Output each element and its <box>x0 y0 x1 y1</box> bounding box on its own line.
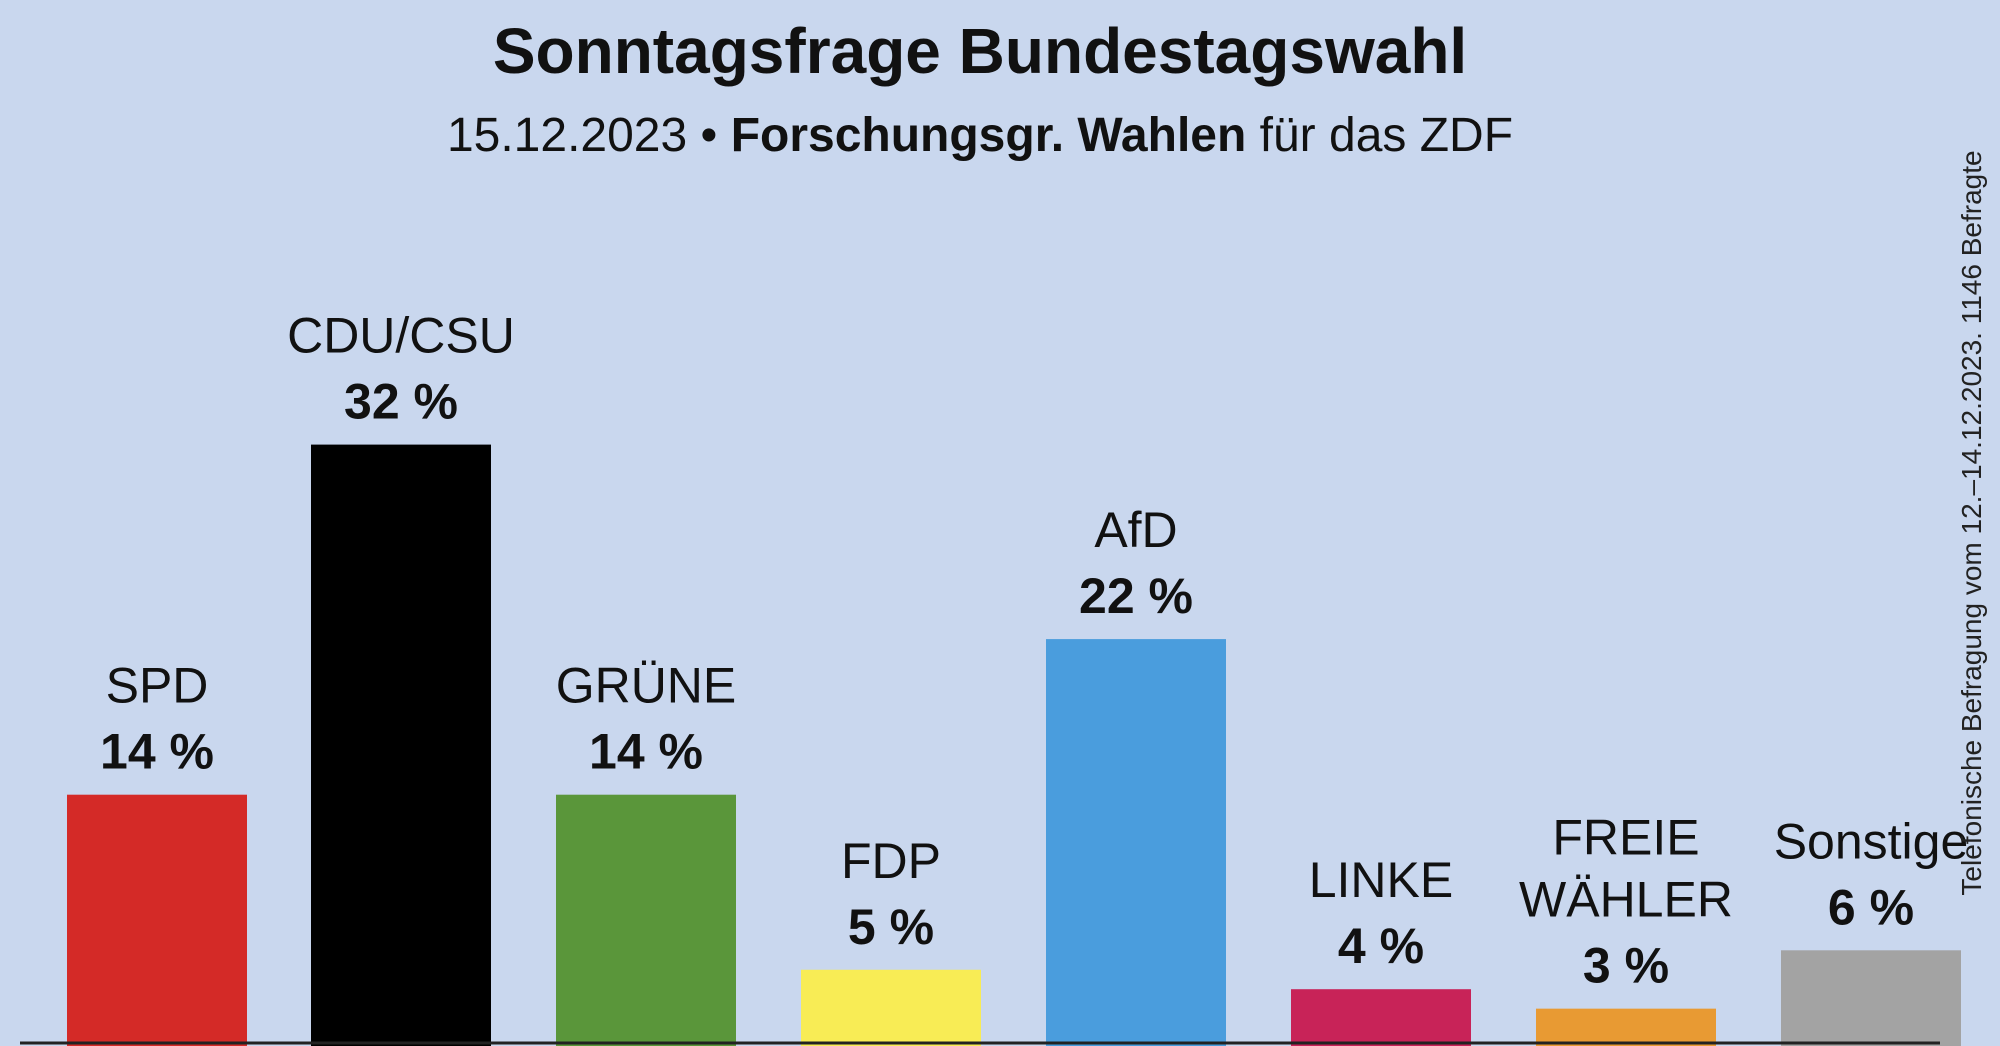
bar-linke <box>1291 989 1471 1046</box>
value-label-cdu-csu: 32 % <box>344 374 458 430</box>
chart-subtitle: 15.12.2023 • Forschungsgr. Wahlen für da… <box>0 108 1960 163</box>
bar-afd <box>1046 639 1226 1046</box>
category-label-gr-ne: GRÜNE <box>556 658 737 714</box>
bar-cdu-csu <box>311 444 491 1046</box>
category-label-spd: SPD <box>106 658 209 714</box>
poll-date: 15.12.2023 <box>446 109 688 162</box>
category-label-linke: LINKE <box>1309 852 1454 908</box>
survey-footnote: Telefonische Befragung vom 12.–14.12.202… <box>1956 150 1987 896</box>
value-label-gr-ne: 14 % <box>589 724 703 780</box>
value-label-sonstige: 6 % <box>1828 879 1914 935</box>
bar-gr-ne <box>556 794 736 1046</box>
bar-sonstige <box>1781 950 1961 1046</box>
subtitle-separator: • <box>700 109 718 162</box>
category-label-fdp: FDP <box>841 833 941 889</box>
category-label-cdu-csu: CDU/CSU <box>287 308 515 364</box>
bar-fdp <box>801 969 981 1046</box>
value-label-freie-w-hler: 3 % <box>1583 938 1669 994</box>
poll-client: für das ZDF <box>1259 109 1514 162</box>
poll-source: Forschungsgr. Wahlen <box>730 109 1247 162</box>
value-label-linke: 4 % <box>1338 918 1424 974</box>
value-label-fdp: 5 % <box>848 899 934 955</box>
category-label-freie-w-hler-line-2: WÄHLER <box>1519 872 1733 928</box>
category-label-sonstige: Sonstige <box>1774 813 1969 869</box>
bar-spd <box>67 794 247 1046</box>
bar-freie-w-hler <box>1536 1008 1716 1046</box>
chart-title: Sonntagsfrage Bundestagswahl <box>492 15 1468 87</box>
category-label-afd: AfD <box>1094 502 1177 558</box>
value-label-afd: 22 % <box>1079 568 1193 624</box>
value-label-spd: 14 % <box>100 724 214 780</box>
category-label-freie-w-hler-line-1: FREIE <box>1552 810 1699 866</box>
